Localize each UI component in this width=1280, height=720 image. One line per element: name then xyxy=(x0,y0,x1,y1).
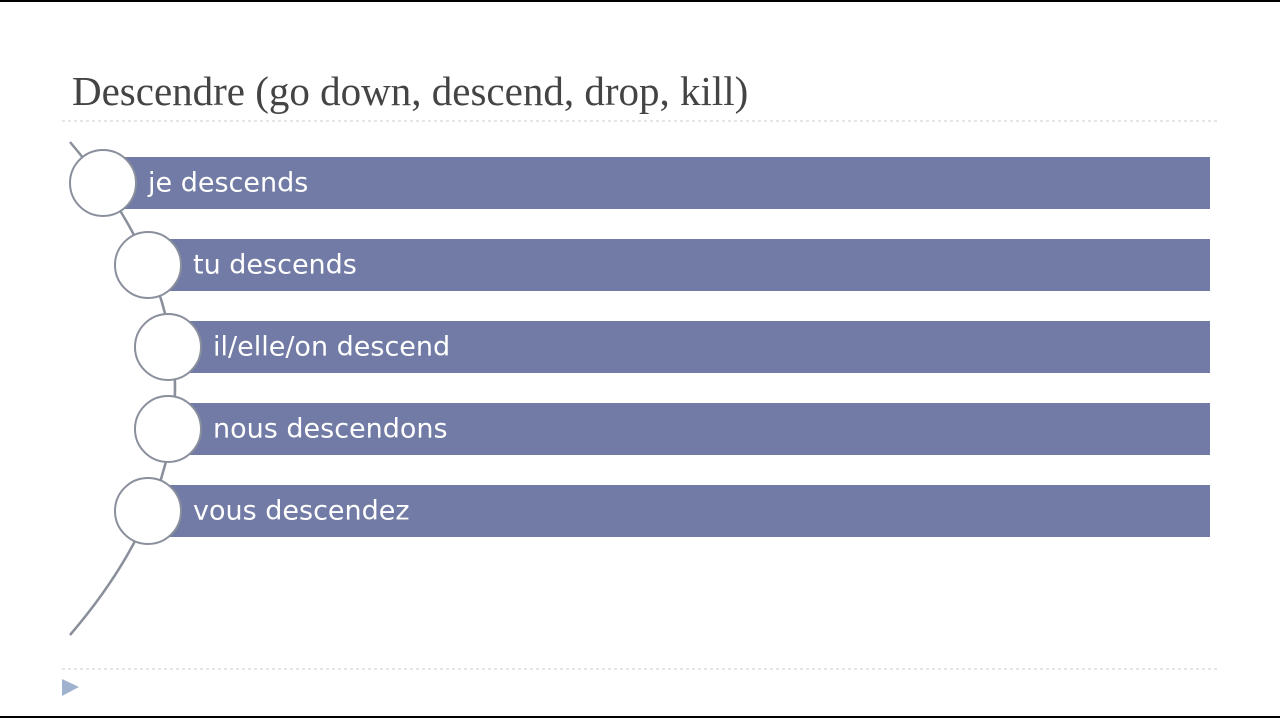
item-text: il/elle/on descend xyxy=(213,332,450,363)
item-bar xyxy=(168,321,1210,373)
item-bullet xyxy=(114,477,182,545)
slide-title: Descendre (go down, descend, drop, kill) xyxy=(72,68,748,114)
item-bar xyxy=(168,403,1210,455)
item-bullet xyxy=(69,149,137,217)
item-bullet xyxy=(114,231,182,299)
item-bullet xyxy=(134,313,202,381)
top-border xyxy=(0,0,1280,2)
item-bar xyxy=(148,239,1210,291)
item-bar xyxy=(103,157,1210,209)
item-list: je descends tu descends il/elle/on descend… xyxy=(69,149,1210,545)
bottom-border xyxy=(0,716,1280,718)
item-text: tu descends xyxy=(193,250,357,281)
item-bar xyxy=(148,485,1210,537)
item-bullet xyxy=(134,395,202,463)
footer-triangle xyxy=(62,679,79,696)
item-text: je descends xyxy=(147,168,308,199)
item-text: nous descendons xyxy=(213,414,448,445)
item-text: vous descendez xyxy=(193,496,410,527)
